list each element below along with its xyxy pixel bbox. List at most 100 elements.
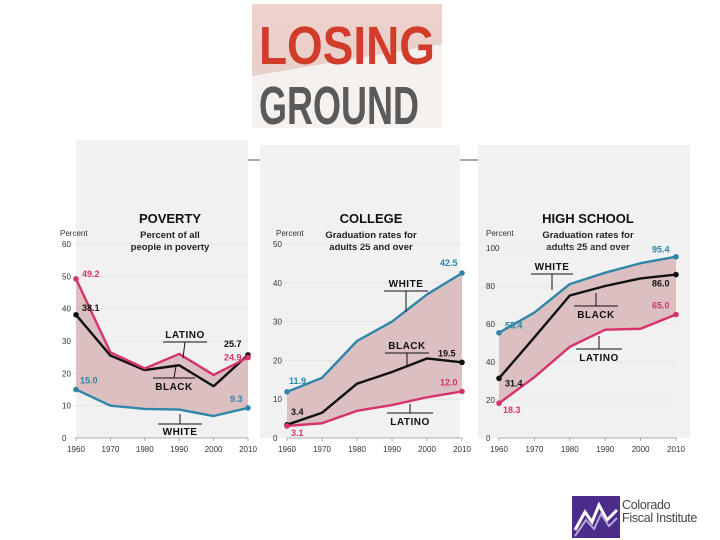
data-label-latino: 3.1 — [291, 428, 304, 438]
data-point-black — [496, 375, 502, 382]
colorado-fiscal-institute-logo: Colorado Fiscal Institute — [572, 496, 718, 538]
college-panel: COLLEGE Graduation rates for adults 25 a… — [260, 145, 471, 454]
chart-title: HIGH SCHOOL — [542, 211, 634, 226]
x-tick-label: 1960 — [278, 445, 296, 454]
data-point-black — [673, 271, 679, 278]
data-point-white — [245, 405, 251, 411]
x-tick-label: 1990 — [170, 445, 188, 454]
y-tick-label: 0 — [62, 434, 67, 443]
chart-title: COLLEGE — [340, 211, 403, 226]
x-tick-label: 2000 — [418, 445, 436, 454]
y-tick-label: 80 — [486, 282, 495, 291]
x-tick-label: 1970 — [526, 445, 544, 454]
data-label-latino: 18.3 — [503, 405, 521, 415]
title-crack — [252, 4, 442, 76]
chart-subtitle-line-2: people in poverty — [131, 242, 210, 253]
y-tick-label: 40 — [62, 305, 71, 314]
callout-black: BLACK — [577, 310, 615, 321]
mountain-logo-icon — [572, 496, 620, 538]
title-block: LOSING GROUND — [252, 4, 442, 136]
data-label-white: 15.0 — [80, 376, 98, 386]
data-label-latino: 12.0 — [440, 377, 458, 387]
series-line-white — [75, 388, 249, 418]
data-point-white — [284, 389, 290, 395]
data-label-black: 38.1 — [82, 303, 100, 313]
data-point-black — [73, 312, 79, 318]
y-tick-label: 20 — [486, 396, 495, 405]
data-point-latino — [673, 311, 679, 318]
series-line-black — [286, 357, 463, 426]
data-label-white: 11.9 — [289, 376, 306, 386]
data-point-latino — [284, 423, 290, 429]
y-tick-label: 20 — [62, 369, 71, 378]
x-tick-label: 2000 — [205, 445, 223, 454]
y-tick-label: 30 — [62, 337, 71, 346]
y-tick-label: 30 — [273, 318, 282, 327]
data-label-black: 19.5 — [438, 348, 456, 358]
gap-area — [287, 273, 462, 426]
callout-white: WHITE — [163, 427, 198, 438]
callout-white: WHITE — [389, 279, 424, 290]
x-tick-label: 1960 — [67, 445, 85, 454]
data-label-white: 9.3 — [230, 394, 243, 404]
data-label-white: 42.5 — [440, 258, 458, 268]
callout-black: BLACK — [388, 341, 426, 352]
y-tick-label: 60 — [62, 240, 71, 249]
data-label-black: 25.7 — [224, 339, 242, 349]
high-school-panel: HIGH SCHOOL Graduation rates for adults … — [478, 145, 690, 454]
y-tick-label: 50 — [273, 240, 282, 249]
y-tick-label: 10 — [62, 402, 71, 411]
x-tick-label: 1990 — [383, 445, 401, 454]
x-tick-label: 1970 — [102, 445, 120, 454]
x-tick-label: 2000 — [632, 445, 650, 454]
callout-latino: LATINO — [579, 353, 618, 364]
series-line-black — [498, 273, 677, 380]
data-label-latino: 49.2 — [82, 269, 100, 279]
y-tick-label: 0 — [273, 434, 278, 443]
data-point-white — [673, 253, 679, 260]
logo-line-1: Colorado — [622, 498, 671, 512]
callout-white: WHITE — [535, 262, 570, 273]
data-label-black: 86.0 — [652, 279, 670, 289]
college-chart: 0 10 20 30 40 50 1960 1970 1980 1990 2000 2010 11.9 3… — [273, 240, 471, 454]
data-label-latino: 24.9 — [224, 352, 242, 362]
x-tick-label: 1960 — [490, 445, 508, 454]
callout-latino: LATINO — [390, 417, 429, 428]
y-tick-label: 100 — [486, 244, 500, 253]
x-tick-label: 1970 — [313, 445, 331, 454]
data-point-latino — [459, 388, 465, 395]
series-line-white — [498, 255, 677, 334]
x-tick-label: 1990 — [596, 445, 614, 454]
chart-subtitle-line-2: adults 25 and over — [329, 242, 413, 253]
logo-line-2: Fiscal Institute — [622, 511, 698, 525]
y-tick-label: 20 — [273, 356, 282, 365]
data-point-white — [496, 329, 502, 336]
y-axis-label: Percent — [60, 229, 88, 238]
data-point-latino — [73, 276, 79, 282]
data-label-white: 95.4 — [652, 245, 670, 255]
series-line-latino — [498, 313, 677, 405]
x-tick-label: 2010 — [453, 445, 471, 454]
callout-latino: LATINO — [165, 330, 204, 341]
y-tick-label: 40 — [486, 358, 495, 367]
series-line-latino — [74, 278, 249, 377]
y-axis-label: Percent — [486, 229, 514, 238]
chart-subtitle-line-1: Graduation rates for — [325, 230, 417, 241]
y-tick-label: 50 — [62, 272, 71, 281]
y-tick-label: 60 — [486, 320, 495, 329]
data-point-latino — [245, 354, 251, 361]
y-axis-label: Percent — [276, 229, 304, 238]
high-school-chart: 0 20 40 60 80 100 1960 1970 1980 1990 2000 2010 55.4… — [486, 244, 685, 454]
x-tick-label: 2010 — [239, 445, 257, 454]
chart-subtitle-line-2: adults 25 and over — [546, 242, 630, 253]
chart-subtitle-line-1: Percent of all — [140, 230, 200, 241]
chart-title: POVERTY — [139, 211, 201, 226]
data-label-latino: 65.0 — [652, 301, 670, 311]
y-tick-label: 40 — [273, 279, 282, 288]
poverty-panel: POVERTY Percent of all people in poverty… — [60, 140, 257, 454]
x-tick-label: 1980 — [561, 445, 579, 454]
callout-black: BLACK — [155, 382, 193, 393]
title-line-1: LOSING — [259, 16, 435, 76]
data-point-latino — [496, 400, 502, 407]
